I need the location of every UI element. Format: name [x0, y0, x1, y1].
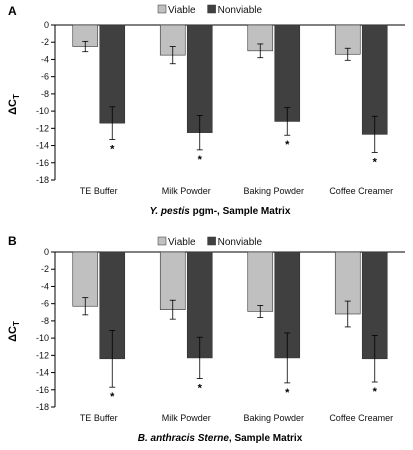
chart-a-y-tick-label: -6 [41, 72, 49, 82]
chart-b-bar-nonviable [274, 251, 301, 359]
chart-b-bar-viable [72, 251, 99, 307]
chart-a-y-tick-label: -18 [36, 175, 49, 185]
chart-a-category-label: Baking Powder [243, 186, 304, 196]
chart-a-y-tick-label: -4 [41, 54, 49, 64]
chart-b-legend-label: Nonviable [218, 237, 263, 248]
chart-b-significance-marker: * [285, 387, 290, 399]
chart-b-y-tick-label: -2 [41, 264, 49, 274]
chart-a-legend-label: Nonviable [218, 5, 263, 16]
chart-b-significance-marker: * [110, 391, 115, 403]
chart-b-y-axis-label: ΔCT [7, 321, 21, 342]
chart-b-category-label: Baking Powder [243, 413, 304, 423]
chart-b-legend-label: Viable [168, 237, 196, 248]
chart-b-bar-viable [247, 251, 274, 312]
chart-b-panel-label: B [8, 234, 17, 248]
chart-a-category-label: TE Buffer [80, 186, 118, 196]
chart-b-legend-swatch [157, 236, 167, 246]
chart-a-y-axis-label: ΔCT [7, 94, 21, 115]
chart-b-y-tick-label: -16 [36, 385, 49, 395]
chart-b-y-tick-label: -10 [36, 333, 49, 343]
chart-a-panel-label: A [8, 4, 17, 18]
chart-b-legend-swatch [207, 236, 216, 246]
chart-a-significance-marker: * [373, 156, 378, 168]
chart-a-y-tick-label: -2 [41, 37, 49, 47]
chart-a: A 0 -2 -4 -6 -8 -10 -12 -14 -16 -18 ΔCT * TE Buffer * M… [7, 4, 405, 217]
chart-a-y-tick-label: -10 [36, 106, 49, 116]
chart-b-category-label: TE Buffer [80, 413, 118, 423]
chart-a-significance-marker: * [110, 144, 115, 156]
chart-b-category-label: Milk Powder [162, 413, 211, 423]
chart-b: B 0 -2 -4 -6 -8 -10 -12 -14 -16 -18 ΔCT * TE Buffer * M… [7, 234, 405, 444]
chart-a-legend-label: Viable [168, 5, 196, 16]
chart-a-significance-marker: * [285, 139, 290, 151]
chart-a-y-tick-label: -12 [36, 123, 49, 133]
chart-b-y-tick-label: -12 [36, 350, 49, 360]
chart-b-y-tick-label: -14 [36, 368, 49, 378]
chart-b-y-tick-label: -6 [41, 299, 49, 309]
chart-b-y-tick-label: 0 [44, 247, 49, 257]
chart-a-y-tick-label: -16 [36, 158, 49, 168]
chart-a-legend-swatch [207, 4, 216, 14]
chart-b-category-label: Coffee Creamer [329, 413, 393, 423]
chart-b-y-tick-label: -4 [41, 281, 49, 291]
chart-b-significance-marker: * [373, 386, 378, 398]
chart-a-category-label: Coffee Creamer [329, 186, 393, 196]
chart-a-y-tick-label: -8 [41, 89, 49, 99]
chart-a-x-axis-label: Y. pestis pgm-, Sample Matrix [150, 206, 291, 217]
chart-a-bar-nonviable [274, 24, 301, 122]
chart-a-legend-swatch [157, 4, 167, 14]
chart-b-significance-marker: * [198, 383, 203, 395]
chart-b-y-tick-label: -18 [36, 402, 49, 412]
chart-a-bar-nonviable [186, 24, 213, 133]
chart-b-y-tick-label: -8 [41, 316, 49, 326]
chart-a-significance-marker: * [198, 154, 203, 166]
chart-b-x-axis-label: B. anthracis Sterne, Sample Matrix [138, 433, 303, 444]
chart-a-category-label: Milk Powder [162, 186, 211, 196]
chart-a-y-tick-label: 0 [44, 20, 49, 30]
chart-a-y-tick-label: -14 [36, 141, 49, 151]
